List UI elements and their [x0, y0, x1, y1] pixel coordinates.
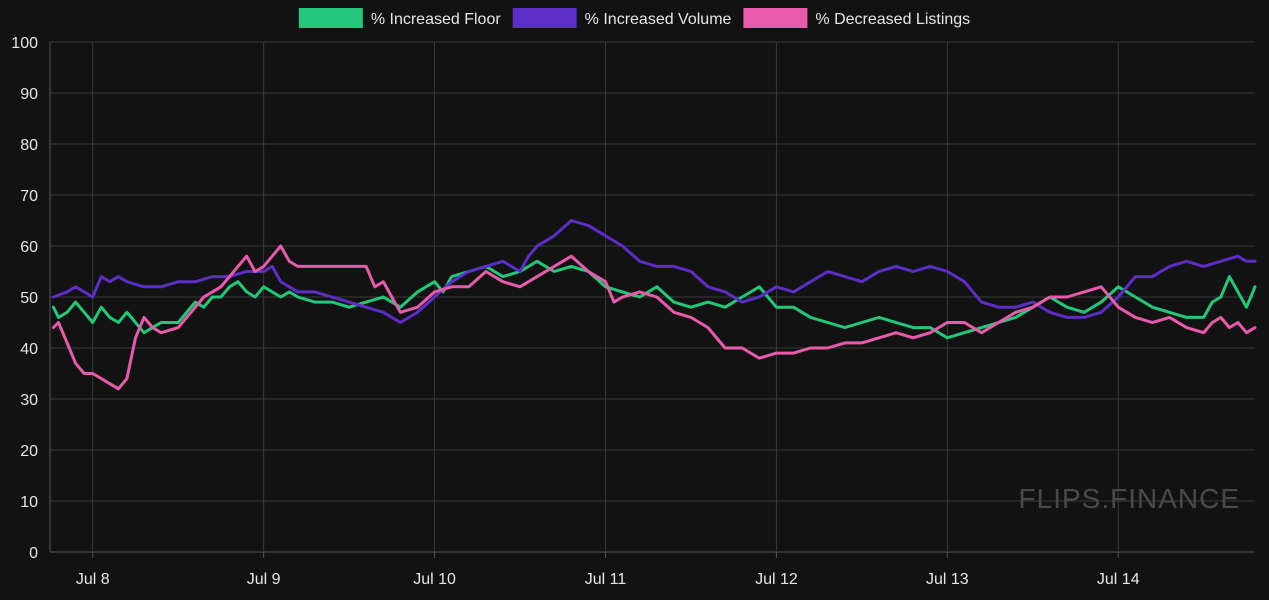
legend-swatch	[298, 8, 363, 28]
x-tick-label: Jul 13	[926, 571, 969, 588]
legend-swatch	[512, 8, 577, 28]
y-tick-label: 70	[20, 188, 38, 205]
legend-label: % Increased Floor	[371, 11, 502, 28]
y-tick-label: 60	[20, 239, 38, 256]
x-tick-label: Jul 10	[413, 571, 456, 588]
y-tick-label: 80	[20, 137, 38, 154]
y-tick-label: 40	[20, 341, 38, 358]
series-line-0	[51, 259, 1257, 340]
x-tick-label: Jul 14	[1097, 571, 1140, 588]
legend-label: % Decreased Listings	[815, 11, 970, 28]
axis-labels: 0 10 20 30 40 50 60 70 80 90 100 Jul 8 Jul 9 Jul 10 Ju…	[11, 35, 1139, 588]
legend-swatch	[743, 8, 808, 28]
y-tick-label: 100	[11, 35, 38, 52]
y-tick-label: 10	[20, 494, 38, 511]
watermark-text: FLIPS.FINANCE	[1019, 483, 1240, 514]
legend-item[interactable]: % Decreased Listings	[743, 8, 970, 28]
y-tick-label: 90	[20, 86, 38, 103]
y-tick-label: 30	[20, 392, 38, 409]
legend-item[interactable]: % Increased Floor	[298, 8, 502, 28]
x-tick-label: Jul 12	[755, 571, 798, 588]
legend[interactable]: % Increased Floor % Increased Volume % Dec…	[298, 8, 970, 28]
x-tick-label: Jul 8	[76, 571, 110, 588]
series-line-1	[51, 219, 1257, 324]
grid-layer	[49, 41, 1255, 558]
legend-item[interactable]: % Increased Volume	[512, 8, 732, 28]
legend-label: % Increased Volume	[585, 11, 732, 28]
series-layer	[51, 219, 1257, 391]
x-tick-label: Jul 9	[247, 571, 281, 588]
x-tick-label: Jul 11	[585, 571, 627, 588]
y-tick-label: 20	[20, 443, 38, 460]
series-line-2	[51, 244, 1257, 391]
y-tick-label: 50	[20, 290, 38, 307]
y-tick-label: 0	[29, 545, 38, 562]
